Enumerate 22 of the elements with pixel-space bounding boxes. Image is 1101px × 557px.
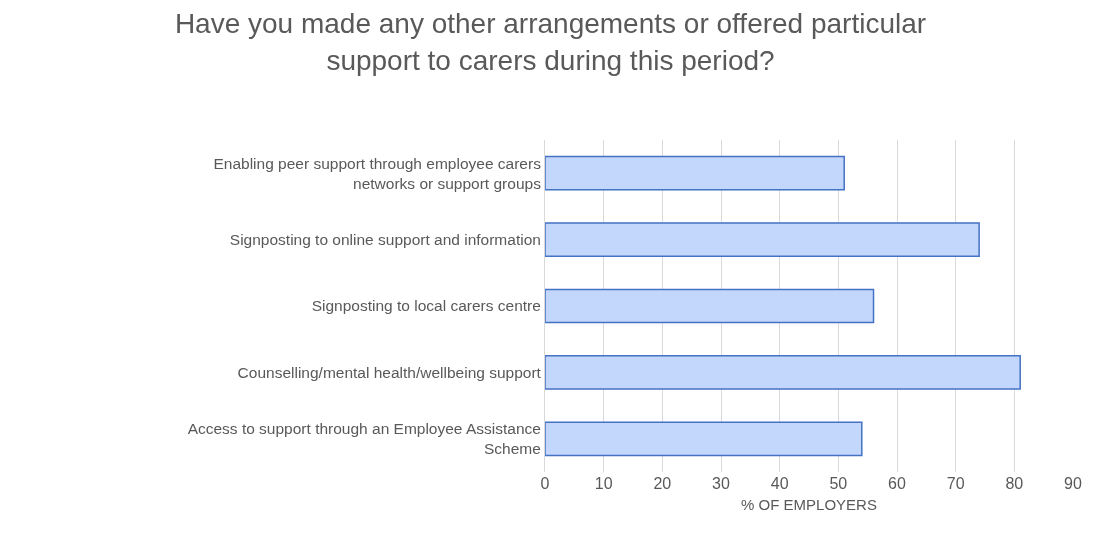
x-tick-label: 70	[946, 475, 965, 492]
chart-title: Have you made any other arrangements or offered particular support to carers during this period?	[174, 8, 927, 76]
x-tick-label: 90	[1064, 475, 1082, 492]
x-tick-label: 0	[540, 475, 550, 492]
y-tick-label: Counselling/mental health/wellbeing support	[237, 363, 542, 381]
x-tick-label: 50	[829, 475, 848, 492]
x-tick-label: 80	[1005, 475, 1024, 492]
bar	[545, 222, 980, 257]
x-tick-label: 10	[594, 475, 613, 492]
y-tick-label: Signposting to local carers centre	[311, 297, 541, 315]
x-tick-label: 60	[888, 475, 906, 492]
y-tick-label: Access to support through an Employee Assistance Scheme	[187, 420, 541, 458]
x-tick-label: 20	[653, 475, 672, 492]
y-tick-label: Signposting to online support and information	[229, 231, 541, 249]
bar	[545, 355, 1021, 390]
x-tick-label: 40	[770, 475, 789, 492]
y-tick-label: Enabling peer support through employee carers networks or support groups	[213, 154, 542, 192]
bar	[545, 155, 845, 191]
bar	[545, 288, 875, 324]
bar	[545, 421, 863, 457]
x-axis-title: % OF EMPLOYERS	[741, 496, 877, 513]
x-tick-label: 30	[712, 475, 730, 492]
